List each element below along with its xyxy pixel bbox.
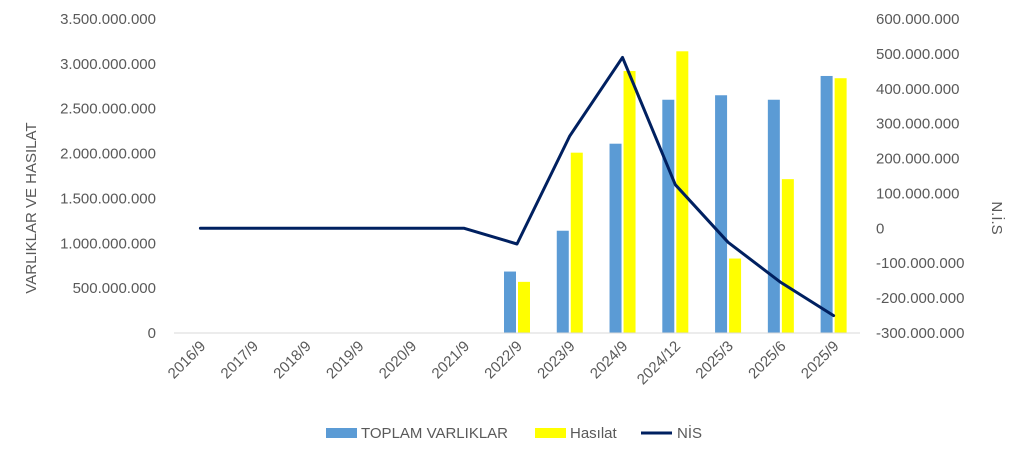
x-tick-label: 2021/9 <box>429 338 473 382</box>
x-axis-ticks: 2016/9 2017/9 2018/9 2019/9 2020/9 2021/9 2022… <box>165 338 843 388</box>
x-tick-label: 2024/9 <box>587 338 631 382</box>
nis-line-group <box>198 55 836 318</box>
y-tick-label: 2.000.000.000 <box>60 146 156 163</box>
bar-total-assets <box>609 143 622 333</box>
legend-label-total-assets: TOPLAM VARLIKLAR <box>361 425 508 442</box>
x-tick-label: 2016/9 <box>165 338 209 382</box>
y2-tick-label: 100.000.000 <box>876 185 959 202</box>
y-tick-label: 3.000.000.000 <box>60 56 156 73</box>
bar-total-assets <box>504 271 516 333</box>
x-tick-label: 2023/9 <box>534 338 578 382</box>
bar-total-assets <box>556 230 569 333</box>
left-axis-title: VARLIKLAR VE HASILAT <box>23 122 40 293</box>
y-tick-label: 2.500.000.000 <box>60 101 156 118</box>
y2-tick-label: 400.000.000 <box>876 81 959 98</box>
bar-revenue <box>834 78 847 333</box>
x-tick-label: 2017/9 <box>218 338 262 382</box>
nis-line <box>198 55 836 318</box>
bar-revenue <box>781 179 794 333</box>
bar-total-assets <box>715 95 728 333</box>
y2-tick-label: 600.000.000 <box>876 11 959 28</box>
y2-tick-label: -300.000.000 <box>876 325 964 342</box>
x-tick-label: 2025/6 <box>745 338 789 382</box>
bar-revenue <box>729 258 742 333</box>
x-tick-label: 2025/9 <box>798 338 842 382</box>
x-tick-label: 2019/9 <box>323 338 367 382</box>
x-tick-label: 2018/9 <box>270 338 314 382</box>
legend-swatch-total-assets <box>326 428 357 438</box>
left-axis-ticks: 3.500.000.000 3.000.000.000 2.500.000.000 2… <box>60 11 156 342</box>
legend-label-revenue: Hasılat <box>570 425 618 442</box>
y2-tick-label: 500.000.000 <box>876 46 959 63</box>
y2-tick-label: 0 <box>876 220 884 237</box>
bar-revenue <box>518 281 530 333</box>
bar-total-assets <box>767 99 780 333</box>
x-tick-label: 2020/9 <box>376 338 420 382</box>
right-axis-ticks: 600.000.000 500.000.000 400.000.000 300.000… <box>876 11 964 342</box>
right-axis-title: N.İ.S <box>988 201 1006 234</box>
bar-revenue <box>623 71 636 333</box>
y2-tick-label: -200.000.000 <box>876 290 964 307</box>
y-tick-label: 0 <box>148 325 156 342</box>
y2-tick-label: -100.000.000 <box>876 255 964 272</box>
bars-group <box>504 51 847 334</box>
y-tick-label: 1.500.000.000 <box>60 190 156 207</box>
y-tick-label: 500.000.000 <box>73 280 156 297</box>
bar-total-assets <box>662 99 675 333</box>
legend-swatch-revenue <box>535 428 566 438</box>
y-tick-label: 3.500.000.000 <box>60 11 156 28</box>
x-tick-label: 2024/12 <box>634 338 684 388</box>
y-tick-label: 1.000.000.000 <box>60 235 156 252</box>
bar-revenue <box>570 152 583 333</box>
legend-label-nis: NİS <box>677 424 702 442</box>
y2-tick-label: 200.000.000 <box>876 151 959 168</box>
legend: TOPLAM VARLIKLAR Hasılat NİS <box>326 424 702 442</box>
x-tick-label: 2022/9 <box>481 338 525 382</box>
bar-total-assets <box>820 75 833 334</box>
x-tick-label: 2025/3 <box>692 338 736 382</box>
y2-tick-label: 300.000.000 <box>876 116 959 133</box>
